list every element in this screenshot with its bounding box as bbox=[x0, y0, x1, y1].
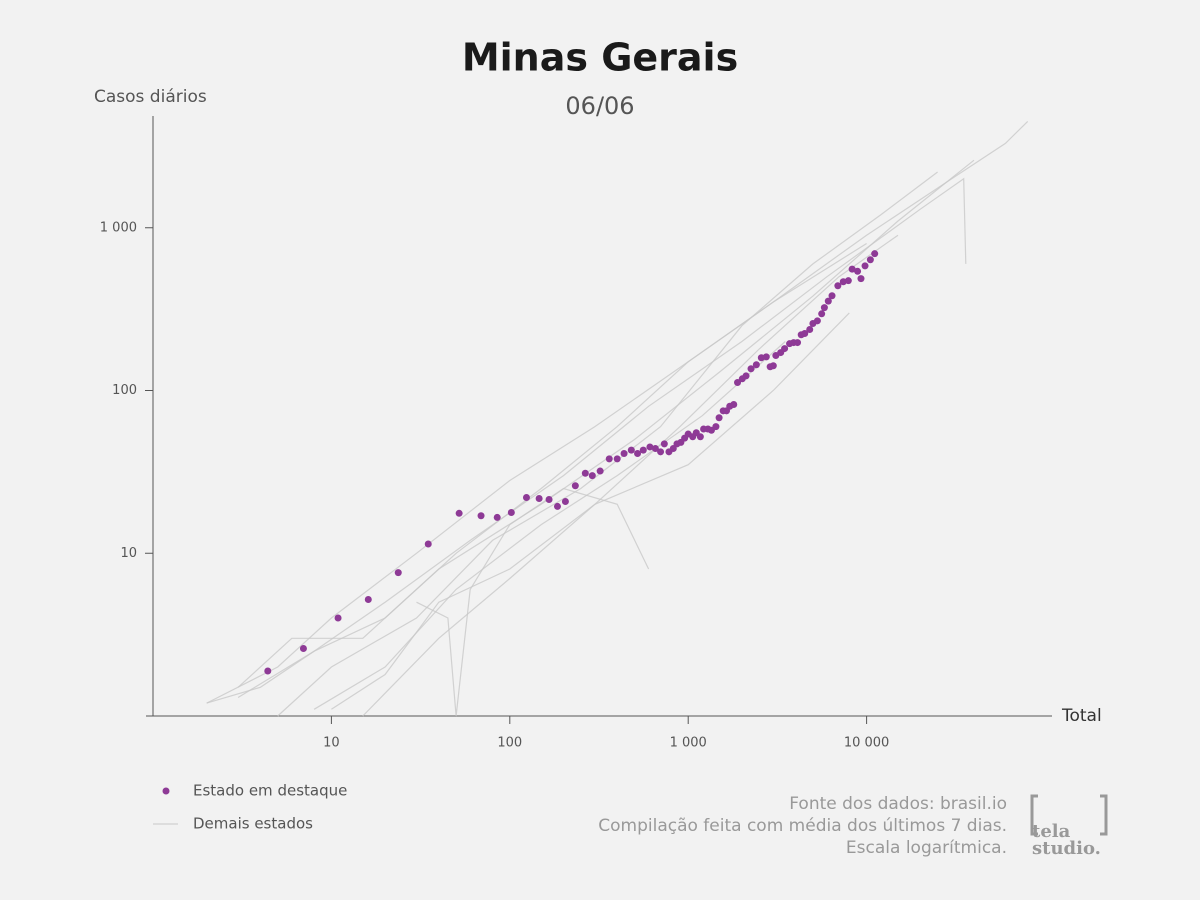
data-point bbox=[730, 401, 738, 409]
data-point bbox=[820, 304, 828, 312]
data-point bbox=[646, 443, 654, 451]
x-tick-label: 10 000 bbox=[844, 736, 890, 751]
data-point bbox=[651, 445, 659, 453]
note: Compilação feita com média dos últimos 7… bbox=[598, 816, 1007, 836]
data-point bbox=[818, 310, 826, 318]
y-tick-label: 1 000 bbox=[100, 220, 137, 235]
other-state-line bbox=[206, 120, 1029, 704]
legend-marker bbox=[162, 787, 170, 795]
data-point bbox=[334, 614, 342, 622]
data-point bbox=[477, 512, 485, 520]
other-state-line bbox=[277, 171, 938, 717]
x-tick-label: 1 000 bbox=[670, 736, 707, 751]
other-state-line bbox=[416, 487, 650, 717]
data-point bbox=[861, 262, 869, 270]
data-point bbox=[553, 502, 561, 510]
data-point bbox=[571, 482, 579, 490]
data-point bbox=[620, 450, 628, 458]
data-point bbox=[794, 339, 802, 347]
data-point bbox=[824, 297, 832, 305]
data-point bbox=[801, 330, 809, 338]
y-tick-label: 100 bbox=[112, 383, 137, 398]
data-point bbox=[806, 326, 814, 334]
note: Escala logarítmica. bbox=[846, 838, 1007, 858]
data-point bbox=[712, 423, 720, 431]
data-point bbox=[762, 353, 770, 361]
data-point bbox=[848, 265, 856, 273]
data-point bbox=[588, 472, 596, 480]
data-point bbox=[660, 440, 668, 448]
data-point bbox=[857, 275, 865, 283]
other-state-line bbox=[331, 312, 850, 710]
data-point bbox=[627, 446, 635, 454]
x-tick-label: 100 bbox=[497, 736, 522, 751]
x-axis-label: Total bbox=[1061, 706, 1102, 726]
data-point bbox=[715, 414, 723, 422]
data-point bbox=[522, 494, 530, 502]
data-point bbox=[364, 595, 372, 603]
data-point bbox=[299, 644, 307, 652]
data-point bbox=[535, 494, 543, 502]
logo-text: studio. bbox=[1032, 838, 1101, 859]
data-point bbox=[596, 467, 604, 475]
data-point bbox=[605, 455, 613, 463]
data-point bbox=[264, 667, 272, 675]
y-tick-label: 10 bbox=[120, 546, 137, 561]
data-point bbox=[696, 433, 704, 441]
data-point bbox=[747, 365, 755, 373]
data-point bbox=[734, 378, 742, 386]
data-point bbox=[854, 267, 862, 275]
other-state-line bbox=[313, 341, 786, 710]
data-point bbox=[394, 569, 402, 577]
data-point bbox=[752, 361, 760, 369]
data-point bbox=[634, 450, 642, 458]
chart-subtitle: 06/06 bbox=[565, 92, 634, 120]
other-state-line bbox=[237, 177, 967, 699]
data-point bbox=[639, 446, 647, 454]
data-point bbox=[561, 497, 569, 505]
data-point bbox=[742, 372, 750, 380]
x-tick-label: 10 bbox=[323, 736, 340, 751]
data-point bbox=[834, 282, 842, 290]
other-state-line bbox=[362, 234, 899, 717]
other-state-line bbox=[206, 242, 867, 704]
data-point bbox=[828, 292, 836, 300]
data-point bbox=[657, 448, 665, 456]
y-axis-label: Casos diários bbox=[94, 87, 207, 107]
data-point bbox=[424, 540, 432, 548]
data-point bbox=[581, 469, 589, 477]
logo-text: tela bbox=[1032, 821, 1071, 842]
note: Fonte dos dados: brasil.io bbox=[789, 794, 1007, 814]
data-point bbox=[781, 345, 789, 353]
data-point bbox=[866, 256, 874, 264]
data-point bbox=[545, 495, 553, 503]
chart-title: Minas Gerais bbox=[462, 36, 738, 80]
data-point bbox=[769, 362, 777, 370]
legend-label: Estado em destaque bbox=[193, 782, 347, 800]
data-point bbox=[613, 455, 621, 463]
logo-brackets bbox=[1030, 794, 1108, 836]
data-point bbox=[871, 250, 879, 258]
data-point bbox=[455, 509, 463, 517]
data-point bbox=[507, 508, 515, 516]
data-point bbox=[493, 513, 501, 521]
data-point bbox=[813, 317, 821, 325]
data-point bbox=[844, 277, 852, 285]
legend-label: Demais estados bbox=[193, 815, 313, 833]
